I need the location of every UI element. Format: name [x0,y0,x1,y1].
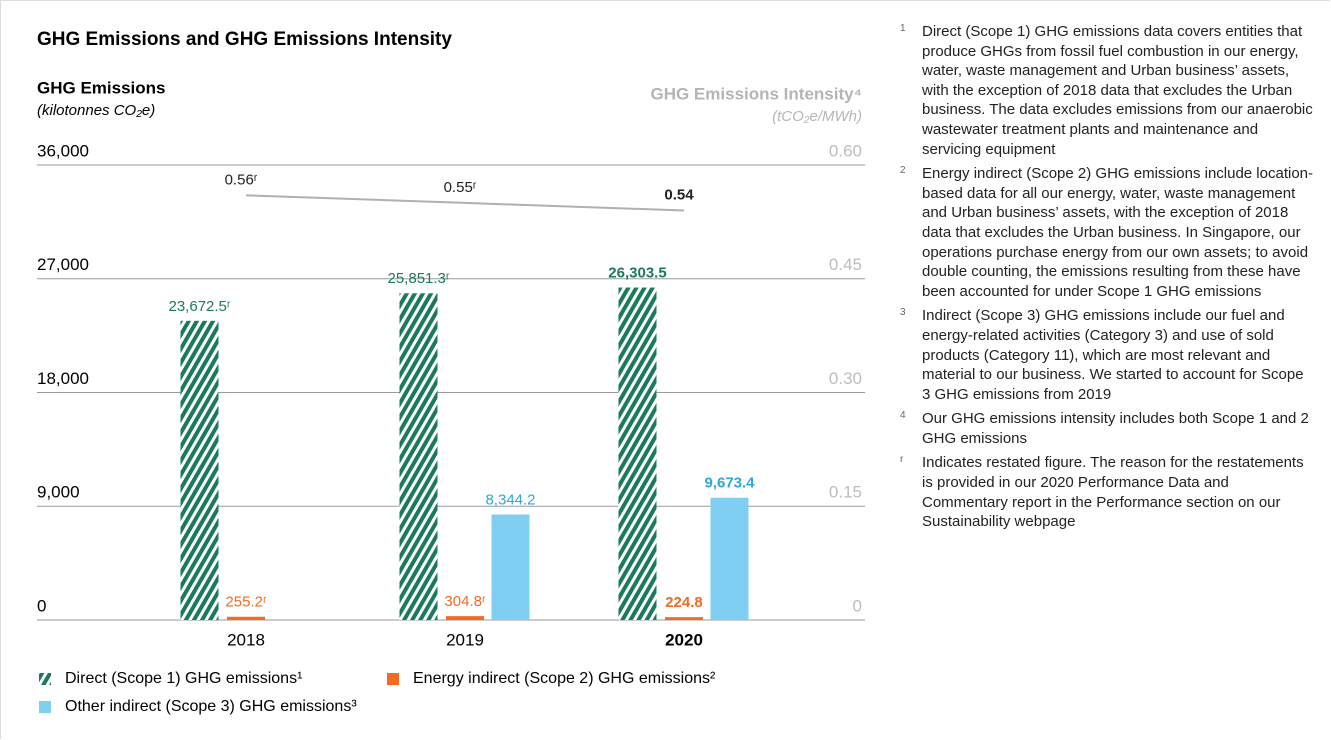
legend-swatch [387,673,399,685]
legend-label: Energy indirect (Scope 2) GHG emissions² [413,670,716,687]
value-label: 23,672.5ʳ [169,298,231,315]
y2-tick-label: 0.45 [829,255,862,274]
y-tick-label: 18,000 [37,369,89,388]
value-label: 255.2ʳ [225,594,267,611]
value-label: 224.8 [665,594,703,611]
legend-swatch [39,673,51,685]
legend-label: Direct (Scope 1) GHG emissions¹ [65,670,302,687]
footnote-marker: 4 [900,410,906,422]
value-label: 0.56ʳ [225,171,258,188]
value-label: 25,851.3ʳ [388,270,450,287]
value-label: 26,303.5 [608,265,666,282]
footnote-text: Energy indirect (Scope 2) GHG emissions … [922,165,1314,300]
legend-swatch [39,701,51,713]
value-label: 0.54 [664,186,694,203]
footnotes: 1 Direct (Scope 1) GHG emissions data cov… [900,22,1315,537]
y2-tick-label: 0.60 [829,141,862,160]
bar [710,497,749,620]
line [245,194,685,212]
footnote-marker: 1 [900,23,906,34]
value-label: 0.55ʳ [444,179,477,196]
footnote: 3 Indirect (Scope 3) GHG emissions includ… [900,306,1315,404]
y-tick-label: 36,000 [37,141,89,160]
y-axis-title: GHG Emissions [37,78,165,97]
y2-tick-label: 0 [853,596,862,615]
value-label: 8,344.2 [485,492,535,509]
y-tick-label: 0 [37,596,46,615]
bar [491,514,530,620]
legend-label: Other indirect (Scope 3) GHG emissions³ [65,698,357,715]
x-tick-label: 2018 [227,630,265,649]
y-tick-label: 27,000 [37,255,89,274]
y-axis-unit: (kilotonnes CO₂e) [37,102,155,119]
footnote: 4 Our GHG emissions intensity includes bo… [900,409,1315,448]
y2-axis-title: GHG Emissions Intensity⁴ [650,84,862,103]
bar [399,293,438,620]
bar [227,616,265,620]
value-label: 9,673.4 [704,475,755,492]
footnote-text: Indirect (Scope 3) GHG emissions include… [922,307,1304,403]
x-tick-label: 2019 [446,630,484,649]
y2-axis-unit: (tCO₂e/MWh) [772,108,862,125]
footnote: 1 Direct (Scope 1) GHG emissions data cov… [900,22,1315,159]
footnote-marker: 2 [900,165,906,177]
y-tick-label: 9,000 [37,483,80,502]
footnote-text: Direct (Scope 1) GHG emissions data cove… [922,23,1313,158]
footnote-marker: r [900,454,904,466]
footnote-marker: 3 [900,307,906,319]
value-label: 304.8ʳ [444,593,486,610]
bar [618,287,657,620]
footnote: 2 Energy indirect (Scope 2) GHG emissions… [900,164,1315,301]
y2-tick-label: 0.30 [829,369,862,388]
bar [665,617,703,620]
bar [446,616,484,620]
x-tick-label: 2020 [665,630,703,649]
footnote: r Indicates restated figure. The reason f… [900,453,1315,531]
y2-tick-label: 0.15 [829,483,862,502]
footnote-text: Indicates restated figure. The reason fo… [922,454,1304,531]
chart-title: GHG Emissions and GHG Emissions Intensit… [37,29,452,50]
footnote-text: Our GHG emissions intensity includes bot… [922,410,1309,447]
bar [180,320,219,620]
